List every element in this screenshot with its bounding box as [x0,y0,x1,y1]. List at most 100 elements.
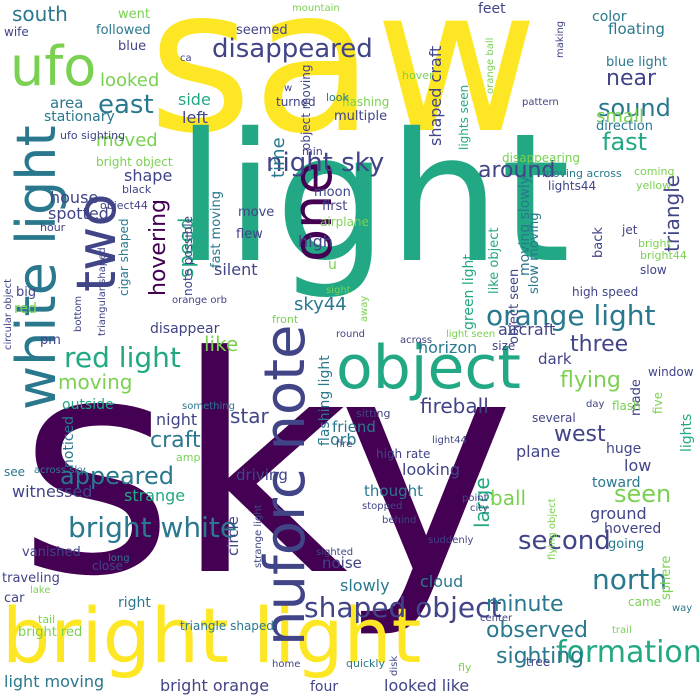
word-bright-light: bright light [2,591,422,680]
word-note-possible: note possible [181,216,195,296]
word-lake: lake [30,585,51,596]
word-like: like [204,332,239,356]
word-appeared: appeared [60,462,174,490]
word-looked: looked [100,70,160,91]
word-red: red [14,301,37,317]
word-hovered: hovered [604,521,662,537]
word-something: something [182,401,235,412]
word-first: first [322,199,348,214]
word-car: car [4,591,25,606]
word-house: house [50,188,99,207]
word-stationary: stationary [44,109,115,125]
word-several: several [532,411,576,425]
word-slow: slow [640,263,667,277]
word-ground: ground [590,504,647,523]
word-bright-white: bright white [68,511,238,544]
word-shape: shape [124,166,173,185]
word-seen: seen [614,480,672,508]
word-high-speed: high speed [572,285,639,299]
word-hour: hour [40,221,66,234]
word-shaped-object: shaped object [304,591,502,624]
word-toward: toward [592,475,641,491]
word-direction: direction [596,119,653,134]
word-look: look [326,91,349,104]
word-ball: ball [490,486,527,510]
word-witnessed: witnessed [12,482,93,501]
word-moving: moving [58,370,133,394]
word-craft: craft [150,428,201,453]
word-high-rate: high rate [376,447,431,461]
word-silent: silent [214,260,258,279]
word-making: making [555,20,566,58]
word-triangle-shaped: triangle shaped [180,619,274,633]
word-quickly: quickly [346,657,385,670]
word-lights44: lights44 [548,179,597,193]
word-flying: flying [560,368,621,393]
word-bright44: bright44 [640,249,687,262]
word-back: back [591,227,606,258]
word-coming: coming [634,165,675,178]
word-stopped: stopped [362,501,403,512]
word-three: three [570,332,629,357]
word-flying-object: flying object [547,498,558,560]
word-followed: followed [96,23,151,38]
word-yellow: yellow [636,179,672,192]
word-pattern: pattern [522,97,559,108]
word-bright-object: bright object [96,155,173,169]
word-amp: amp [176,451,201,464]
word-bottom: bottom [73,295,84,332]
word-west: west [554,422,606,447]
word-seemed: seemed [236,23,288,38]
word-slow-moving: slow moving [527,212,542,294]
word-high: high [298,232,333,251]
word-size: size [492,339,516,353]
word-disappearing: disappearing [502,151,581,165]
word-big: big [16,285,37,300]
word-looking: looking [402,460,461,479]
word-object-seen: object seen [507,268,522,344]
word-near: near [606,66,657,91]
word-around: around [478,158,556,183]
word-north: north [592,563,668,596]
word-ca: ca [180,53,192,64]
word-white-light: white light [5,125,68,410]
word-sight: sight [326,285,351,296]
word-noise: noise [322,554,362,572]
word-across: across [400,335,433,346]
word-saw: saw [148,0,539,178]
word-cigar-shaped: cigar shaped [117,218,131,296]
word-move: move [238,205,275,220]
word-center: center [480,613,513,624]
word-five: five [651,391,665,414]
word-night: night [156,410,198,429]
word-left: left [182,108,208,127]
word-light44: light44 [432,435,467,446]
word-orange-light: orange light [486,299,656,332]
word-trail: trail [612,625,632,636]
word-outside: outside [62,397,114,413]
word-flashing-light: flashing light [317,355,333,446]
word-star: star [230,404,269,428]
word-bright-orange: bright orange [160,676,270,695]
word-see: see [4,465,26,479]
word-point: point [462,493,488,504]
word-thought: thought [364,482,423,500]
word-moving-across: moving across [542,167,622,180]
word-long: long [108,553,130,564]
word-circular-object: circular object [3,278,14,350]
word-aircraft: aircraft [498,320,556,339]
word-mountain: mountain [292,3,340,14]
word-light-seen: light seen [446,329,496,340]
word-bright: bright [638,237,671,250]
word-looked-like: looked like [384,676,470,695]
word-round: round [336,329,366,340]
word-observed: observed [486,618,588,643]
word-feet: feet [478,1,506,17]
word-flew: flew [236,227,263,242]
word-horizon: horizon [418,338,478,357]
word-low: low [624,456,652,475]
word-huge: huge [606,441,642,457]
word-across-sky: across sky [34,465,86,476]
word-ufo-sighting: ufo sighting [60,129,126,142]
